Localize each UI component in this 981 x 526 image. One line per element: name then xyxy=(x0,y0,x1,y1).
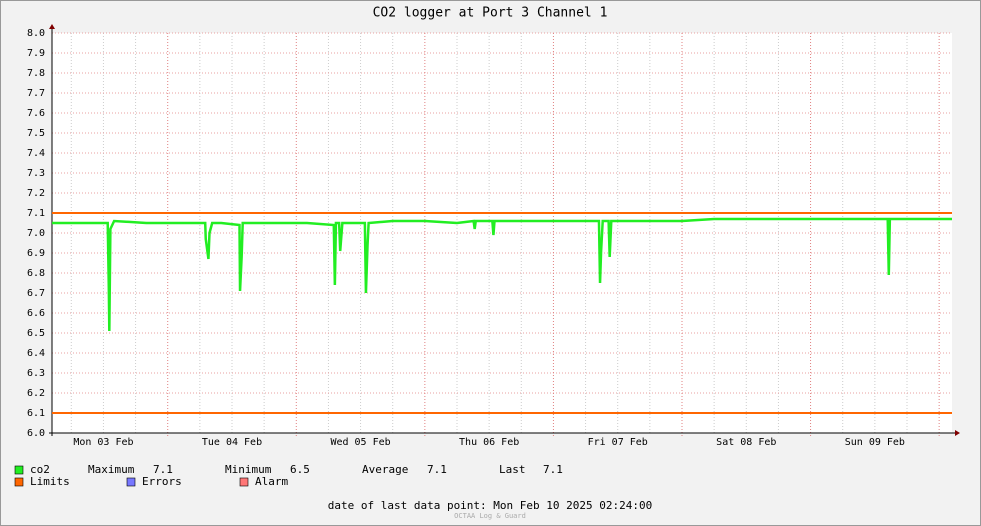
legend-swatch xyxy=(14,465,24,475)
stat-value: 6.5 xyxy=(290,463,310,476)
stat-value: 7.1 xyxy=(153,463,173,476)
x-tick-label: Sun 09 Feb xyxy=(845,437,905,448)
y-tick-label: 6.8 xyxy=(27,268,45,279)
y-tick-label: 6.0 xyxy=(27,428,45,439)
y-tick-label: 7.3 xyxy=(27,168,45,179)
stat-label: Average xyxy=(362,463,408,476)
data-line xyxy=(52,217,952,332)
x-tick-label: Mon 03 Feb xyxy=(73,437,133,448)
legend-swatch xyxy=(126,477,136,487)
x-tick-label: Thu 06 Feb xyxy=(459,437,519,448)
x-tick-label: Wed 05 Feb xyxy=(330,437,390,448)
y-tick-label: 7.8 xyxy=(27,68,45,79)
legend-label: Alarm xyxy=(255,475,288,488)
y-tick-label: 6.2 xyxy=(27,388,45,399)
y-tick-label: 6.5 xyxy=(27,328,45,339)
footer: date of last data point: Mon Feb 10 2025… xyxy=(328,499,653,512)
legend-label: co2 xyxy=(30,463,50,476)
y-tick-label: 7.6 xyxy=(27,108,45,119)
x-tick-label: Tue 04 Feb xyxy=(202,437,262,448)
y-axis-arrow xyxy=(49,24,55,29)
y-tick-label: 6.6 xyxy=(27,308,45,319)
stat-label: Last xyxy=(499,463,526,476)
y-tick-label: 8.0 xyxy=(27,28,45,39)
y-tick-label: 7.1 xyxy=(27,208,45,219)
y-tick-label: 6.3 xyxy=(27,368,45,379)
y-tick-label: 6.7 xyxy=(27,288,45,299)
y-tick-label: 7.0 xyxy=(27,228,45,239)
y-tick-label: 6.1 xyxy=(27,408,45,419)
x-tick-label: Sat 08 Feb xyxy=(716,437,776,448)
stat-label: Minimum xyxy=(225,463,272,476)
legend-label: Errors xyxy=(142,475,182,488)
x-axis-arrow xyxy=(955,430,960,436)
y-tick-label: 7.2 xyxy=(27,188,45,199)
y-tick-label: 7.5 xyxy=(27,128,45,139)
credit: OCTAA Log & Guard xyxy=(454,512,526,520)
y-tick-label: 7.7 xyxy=(27,88,45,99)
legend-swatch xyxy=(14,477,24,487)
stat-label: Maximum xyxy=(88,463,135,476)
chart-title: CO2 logger at Port 3 Channel 1 xyxy=(373,6,608,21)
y-tick-label: 7.4 xyxy=(27,148,45,159)
y-tick-label: 6.4 xyxy=(27,348,45,359)
stat-value: 7.1 xyxy=(543,463,563,476)
y-tick-label: 7.9 xyxy=(27,48,45,59)
stat-value: 7.1 xyxy=(427,463,447,476)
legend-label: Limits xyxy=(30,475,70,488)
x-tick-label: Fri 07 Feb xyxy=(588,437,648,448)
legend-swatch xyxy=(239,477,249,487)
y-tick-label: 6.9 xyxy=(27,248,45,259)
